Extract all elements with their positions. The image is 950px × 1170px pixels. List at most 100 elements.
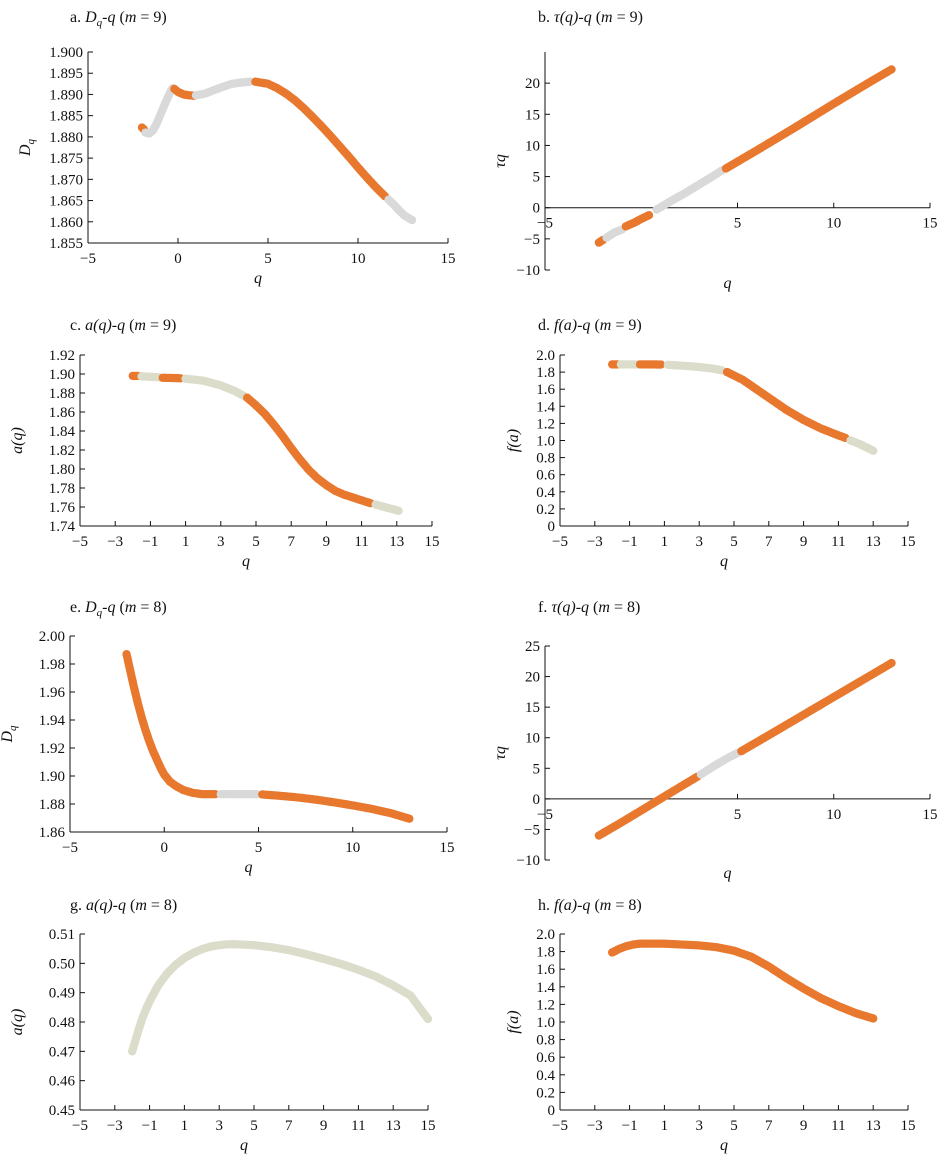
x-tick-label-g: −3 <box>107 1118 123 1134</box>
x-tick-label-d: −1 <box>622 534 638 550</box>
x-tick-label-c: 11 <box>354 534 368 550</box>
data-point <box>656 360 666 369</box>
y-tick-label-e: 1.98 <box>39 657 65 673</box>
y-tick-label-h: 1.0 <box>536 1015 555 1031</box>
y-tick-label-g: 0.51 <box>49 927 75 943</box>
x-tick-label-h: 5 <box>730 1118 738 1134</box>
y-tick-label-f: 25 <box>525 639 540 655</box>
y-tick-label-d: 2.0 <box>536 348 555 364</box>
x-tick-label-h: 15 <box>901 1118 916 1134</box>
x-tick-label-e: 0 <box>161 840 169 856</box>
y-tick-label-b: 5 <box>533 170 541 186</box>
chart-title-e: e. Dq-q (m = 8) <box>70 599 167 619</box>
x-tick-label-e: −5 <box>62 840 78 856</box>
chart-title-a: a. Dq-q (m = 9) <box>70 9 167 29</box>
x-tick-label-b: 15 <box>923 216 938 232</box>
y-tick-label-d: 1.2 <box>536 416 555 432</box>
y-tick-label-e: 1.94 <box>39 713 66 729</box>
x-tick-label-c: 7 <box>287 534 295 550</box>
data-point <box>887 658 896 668</box>
y-tick-label-g: 0.49 <box>49 986 75 1002</box>
y-tick-label-c: 1.78 <box>49 481 75 497</box>
x-tick-label-d: −3 <box>587 534 603 550</box>
y-tick-label-f: 15 <box>525 700 540 716</box>
chart-title-c: c. a(q)-q (m = 9) <box>70 317 176 334</box>
y-tick-label-h: 0.4 <box>536 1068 555 1084</box>
y-tick-label-a: 1.860 <box>49 215 83 231</box>
y-tick-label-c: 1.84 <box>49 424 76 440</box>
series-b-3 <box>652 166 727 214</box>
x-tick-label-d: 7 <box>765 534 773 550</box>
y-tick-label-b: 20 <box>525 76 540 92</box>
x-tick-label-h: 11 <box>831 1118 845 1134</box>
x-tick-label-e: 5 <box>255 840 263 856</box>
data-point <box>407 215 417 225</box>
series-d-4 <box>722 367 850 443</box>
y-tick-label-e: 1.90 <box>39 769 65 785</box>
y-tick-label-f: 10 <box>525 731 540 747</box>
y-tick-label-a: 1.890 <box>49 87 83 103</box>
series-c-2 <box>158 373 185 383</box>
y-tick-label-d: 1.6 <box>536 382 555 398</box>
x-tick-label-f: 5 <box>734 807 742 823</box>
chart-title-b: b. τ(q)-q (m = 9) <box>538 9 643 26</box>
y-tick-label-f: 0 <box>533 792 541 808</box>
x-tick-label-b: −5 <box>537 216 553 232</box>
chart-title-f: f. τ(q)-q (m = 8) <box>538 599 640 616</box>
x-tick-label-c: −1 <box>142 534 158 550</box>
y-tick-label-e: 1.88 <box>39 797 65 813</box>
x-tick-label-g: 3 <box>215 1118 223 1134</box>
x-tick-label-c: 1 <box>182 534 190 550</box>
series-f-0 <box>594 772 702 840</box>
x-tick-label-g: 15 <box>421 1118 436 1134</box>
series-f-1 <box>696 748 742 779</box>
y-tick-label-c: 1.86 <box>49 405 76 421</box>
data-point <box>869 446 878 455</box>
chart-title-h: h. f(a)-q (m = 8) <box>538 897 642 914</box>
x-tick-label-d: 13 <box>866 534 881 550</box>
x-axis-label-h: q <box>720 1137 728 1154</box>
series-d-2 <box>635 360 666 369</box>
chart-panel-h: h. f(a)-q (m = 8) 0 0.20.4 0.60.8 1.0 1.21.4 1… <box>505 897 916 1154</box>
x-tick-label-f: 15 <box>923 807 938 823</box>
y-tick-label-a: 1.855 <box>49 236 83 252</box>
series-e-1 <box>216 790 261 799</box>
series-a-3 <box>191 77 255 100</box>
series-h-0 <box>608 939 878 1023</box>
y-tick-label-h: 1.8 <box>536 945 555 961</box>
x-tick-label-g: 9 <box>320 1118 328 1134</box>
x-tick-label-f: −5 <box>537 807 553 823</box>
x-axis-label-c: q <box>242 553 250 570</box>
series-f-2 <box>737 658 896 756</box>
x-axis-label-e: q <box>245 859 253 876</box>
data-point <box>869 1014 878 1023</box>
y-tick-label-e: 1.92 <box>39 741 65 757</box>
series-d-1 <box>616 360 641 369</box>
y-tick-label-g: 0.45 <box>49 1103 75 1119</box>
y-tick-label-h: 0.6 <box>536 1050 555 1066</box>
y-tick-label-g: 0.46 <box>49 1074 76 1090</box>
y-tick-label-h: 1.4 <box>536 980 555 996</box>
y-tick-label-f: 20 <box>525 670 540 686</box>
y-axis-label-b: τq <box>492 154 509 168</box>
x-tick-label-b: 10 <box>826 216 841 232</box>
x-tick-label-d: 1 <box>661 534 669 550</box>
x-tick-label-a: 0 <box>174 251 182 267</box>
x-tick-label-f: 10 <box>826 807 841 823</box>
y-tick-label-d: 0.2 <box>536 502 555 518</box>
chart-title-d: d. f(a)-q (m = 9) <box>538 317 642 334</box>
x-tick-label-c: 9 <box>323 534 331 550</box>
x-tick-label-e: 15 <box>440 840 455 856</box>
y-axis-label-g: a(q) <box>9 1009 26 1036</box>
y-tick-label-d: 0 <box>548 519 556 535</box>
x-tick-label-g: −5 <box>72 1118 88 1134</box>
y-tick-label-a: 1.875 <box>49 151 83 167</box>
x-tick-label-g: 1 <box>181 1118 189 1134</box>
data-point <box>423 1014 433 1024</box>
y-tick-label-b: 0 <box>533 201 541 217</box>
series-d-3 <box>663 360 727 375</box>
x-tick-label-c: 3 <box>217 534 225 550</box>
data-point <box>394 506 403 515</box>
x-tick-label-a: −5 <box>80 251 96 267</box>
